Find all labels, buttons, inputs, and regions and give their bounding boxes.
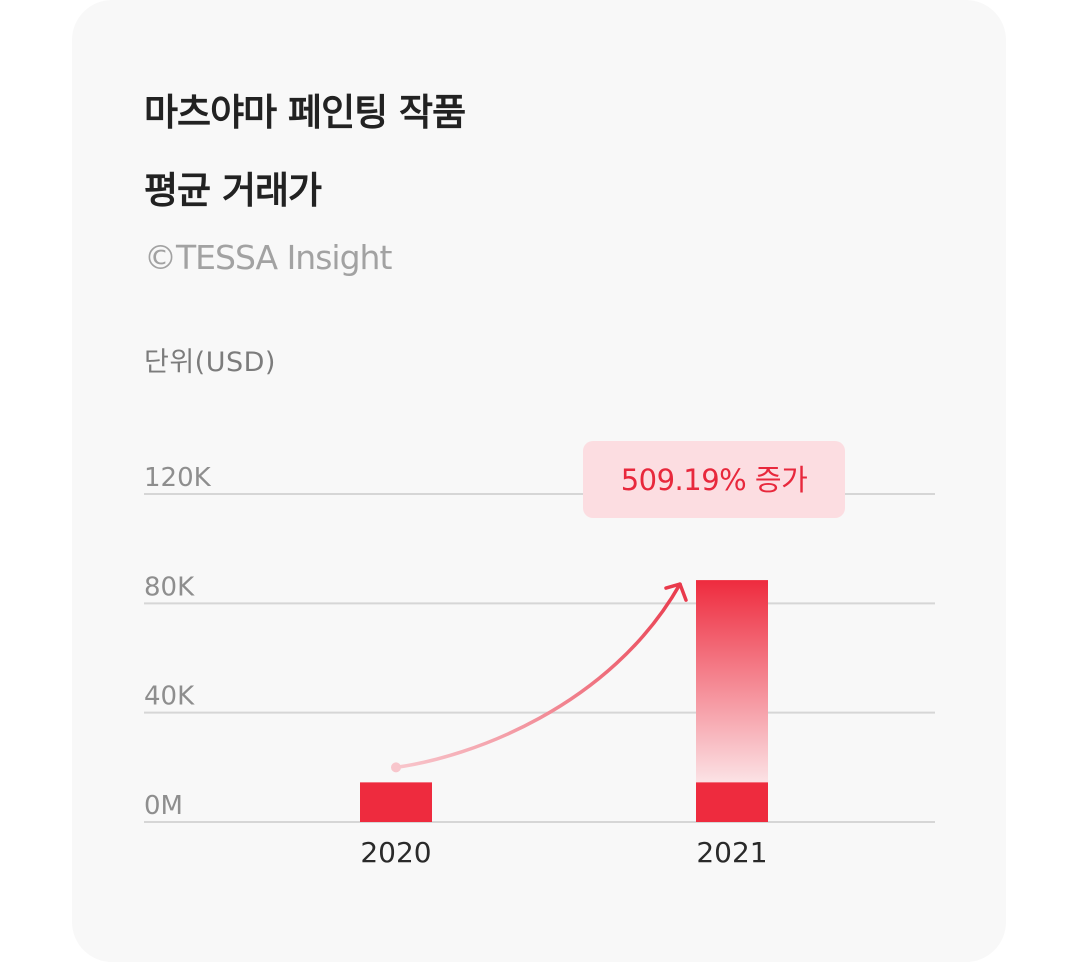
growth-annotation: 509.19% 증가 bbox=[391, 441, 845, 773]
chart-card bbox=[72, 0, 1006, 962]
chart-title-line-2: 평균 거래가 bbox=[144, 169, 322, 212]
bar-2021-base bbox=[696, 782, 768, 822]
unit-label: 단위(USD) bbox=[144, 347, 276, 378]
y-tick-label-120k: 120K bbox=[144, 463, 212, 493]
bar-2020 bbox=[360, 782, 432, 822]
y-tick-label-80k: 80K bbox=[144, 572, 195, 602]
gridlines: 0M 40K 80K 120K bbox=[144, 463, 935, 823]
chart-title-line-1: 마츠야마 페인팅 작품 bbox=[144, 91, 466, 134]
growth-arrow-head bbox=[664, 582, 688, 602]
growth-badge bbox=[583, 441, 845, 518]
source-credit: ©TESSA Insight bbox=[144, 238, 392, 277]
y-tick-label-40k: 40K bbox=[144, 682, 195, 712]
bar-2021-increase bbox=[696, 580, 768, 783]
y-tick-label-0m: 0M bbox=[144, 791, 183, 821]
chart-title: 마츠야마 페인팅 작품 평균 거래가 bbox=[144, 74, 744, 230]
growth-arrow bbox=[394, 582, 682, 770]
x-tick-label-2020: 2020 bbox=[360, 836, 431, 869]
x-axis-labels: 2020 2021 bbox=[360, 836, 767, 869]
x-tick-label-2021: 2021 bbox=[696, 836, 767, 869]
growth-badge-text: 509.19% 증가 bbox=[621, 463, 808, 497]
bars bbox=[360, 580, 768, 822]
